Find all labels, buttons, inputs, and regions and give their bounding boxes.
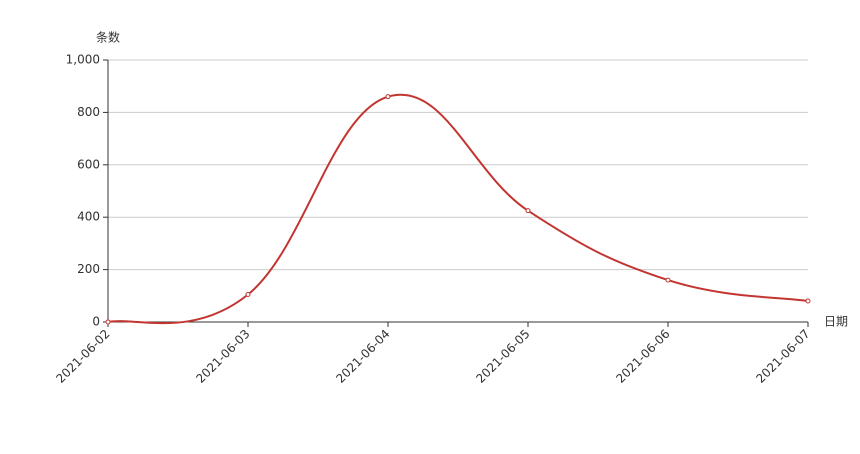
point (105, 319, 111, 325)
x-tick-label: 2021-06-07 (753, 327, 812, 386)
y-tick-label: 800 (77, 105, 100, 119)
x-tick-label: 2021-06-02 (53, 327, 112, 386)
y-tick-label: 0 (92, 315, 100, 329)
point (385, 94, 391, 100)
point (525, 208, 531, 214)
y-axis-label: 条数 (96, 30, 120, 45)
x-axis-label: 日期 (824, 315, 848, 329)
line (107, 93, 809, 325)
y-tick-label: 1,000 (66, 53, 100, 67)
point (805, 298, 811, 304)
y-tick-label: 200 (77, 262, 100, 276)
point (665, 277, 671, 283)
x-tick-label: 2021-06-06 (613, 327, 672, 386)
x-tick-label: 2021-06-05 (473, 327, 532, 386)
x-tick-label: 2021-06-03 (193, 327, 252, 386)
point (245, 291, 251, 297)
y-tick-label: 600 (77, 157, 100, 171)
y-tick-label: 400 (77, 210, 100, 224)
x-tick-label: 2021-06-04 (333, 327, 392, 386)
